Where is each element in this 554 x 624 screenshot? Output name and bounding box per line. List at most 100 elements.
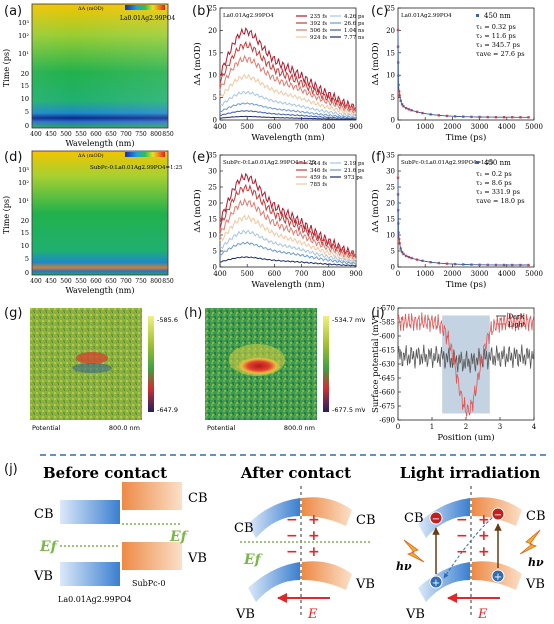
- panel-label-d: (d): [4, 150, 23, 165]
- y-tick-label: -600: [379, 333, 395, 341]
- svg-text:−: −: [456, 528, 468, 544]
- hole-left-icon: [429, 575, 443, 589]
- fit-line: [397, 29, 529, 118]
- legend-entry: 450 nm: [484, 12, 511, 20]
- x-axis-label: Wavelength (nm): [251, 279, 324, 290]
- x-tick-label: 400: [213, 270, 226, 278]
- heatmap-a-xtick: 750: [135, 131, 147, 138]
- fit-parameter: τ₃ = 331.9 ps: [476, 188, 520, 196]
- before-vb-label-right: VB: [187, 551, 207, 566]
- after-vb-subpc-band: [302, 561, 352, 590]
- x-tick-label: 4000: [498, 270, 516, 278]
- legend-entry: 244 fs: [310, 161, 327, 167]
- svg-text:+: +: [432, 578, 440, 589]
- diagram-title-before: Before contact: [43, 464, 167, 482]
- series-line-4.26ps: [219, 90, 357, 118]
- y-tick-label: 0: [391, 264, 395, 272]
- y-tick-label: -660: [379, 389, 395, 397]
- y-tick-label: 25: [386, 5, 395, 13]
- x-axis-label: Time (ps): [446, 132, 487, 143]
- panel-label-j: (j): [4, 462, 18, 477]
- x-tick-label: 1000: [416, 270, 434, 278]
- svg-text:−: −: [456, 512, 468, 528]
- x-tick-label: 0: [396, 123, 400, 131]
- heatmap-d-xtick: 500: [60, 278, 72, 285]
- y-tick-label: 15: [208, 216, 217, 224]
- y-axis-label: ΔA (mOD): [370, 42, 381, 85]
- heatmap-d-ylog-1: 10¹: [18, 197, 29, 205]
- y-tick-label: -570: [379, 305, 395, 313]
- heatmap-a: ΔA (mOD) La0.01Ag2.99PO4 10³ 10² 10¹ 20 …: [2, 3, 175, 148]
- y-tick-label: 10: [386, 72, 395, 80]
- after-vb-label: VB: [235, 607, 255, 622]
- y-tick-label: 20: [386, 27, 395, 35]
- heatmap-a-ytick-15: 15: [21, 82, 29, 90]
- legend-entry: 506 fs: [310, 28, 327, 34]
- lightning-right-icon: [519, 529, 541, 555]
- chart-title: SubPc-0:La0.01Ag2.99PO4=1:25: [223, 160, 316, 166]
- y-tick-label: 30: [386, 168, 395, 176]
- svg-text:−: −: [286, 512, 298, 528]
- x-tick-label: 3: [498, 423, 502, 431]
- y-tick-label: 5: [213, 248, 217, 256]
- fit-parameter: τ₁ = 0.2 ps: [476, 170, 512, 178]
- heatmap-d: ΔA (mOD) SubPc-0:La0.01Ag2.99PO4=1:25 10…: [2, 150, 183, 295]
- kpfm-g-scale-min: -647.9 mV: [157, 406, 180, 414]
- heatmap-d-xtick: 400: [30, 278, 42, 285]
- y-tick-label: 15: [386, 49, 395, 57]
- band-diagram-j: Before contact After contact Light irrad…: [33, 464, 546, 622]
- legend-entry: Light: [508, 321, 526, 329]
- series-line-26.6ps: [219, 102, 357, 119]
- x-tick-label: 0: [396, 423, 400, 431]
- legend-entry: 450 nm: [484, 159, 511, 167]
- y-tick-label: 25: [208, 5, 217, 13]
- light-vb-label-right: VB: [525, 577, 545, 592]
- heatmap-d-xtick: 550: [75, 278, 87, 285]
- before-cb-la-band: [60, 500, 120, 524]
- after-cb-label-right: CB: [356, 513, 376, 528]
- x-tick-label: 800: [322, 270, 335, 278]
- spectra-chart-e: 400 500 600 700 800 900 0 5 10 15 20 25 30 35 Waveleng…: [192, 152, 365, 291]
- heatmap-a-ylabel: Time (ps): [2, 49, 11, 87]
- fit-parameter: τ₁ = 0.32 ps: [476, 23, 516, 31]
- light-hv-left: hν: [396, 560, 412, 573]
- y-tick-label: 5: [391, 94, 395, 102]
- kpfm-g-caption-right: 800.0 nm: [109, 424, 140, 432]
- fit-parameter: τave = 27.6 ps: [476, 50, 525, 58]
- heatmap-d-xtick: 600: [90, 278, 102, 285]
- x-tick-label: 600: [268, 270, 281, 278]
- y-tick-label: 15: [208, 49, 217, 57]
- x-tick-label: 2000: [443, 270, 461, 278]
- light-vb-label: VB: [405, 607, 425, 622]
- x-tick-label: 2000: [443, 123, 461, 131]
- heatmap-d-xtick: 850: [162, 278, 174, 285]
- kpfm-image-h: -534.7 mV -677.5 mV Potential 800.0 nm: [205, 308, 365, 432]
- panel-label-c: (c): [371, 4, 389, 19]
- panel-label-e: (e): [192, 150, 211, 165]
- heatmap-a-ylog-2: 10²: [18, 32, 29, 40]
- svg-text:+: +: [478, 544, 490, 560]
- series-line-506fs: [219, 54, 357, 115]
- plot-frame: [219, 7, 357, 121]
- series-line-244fs: [219, 172, 357, 259]
- panel-label-a: (a): [4, 4, 23, 19]
- fit-parameter: τave = 18.0 ps: [476, 197, 525, 205]
- before-ef-label-right: Ef: [169, 529, 190, 545]
- heatmap-d-ytick-0: 0: [25, 269, 29, 277]
- fit-parameter: τ₂ = 11.6 ps: [476, 32, 516, 40]
- surface-potential-chart-i: 0 1 2 3 4 -570 -585 -600 -615 -630 -645 -660 -675 -69…: [370, 305, 537, 444]
- x-tick-label: 0: [396, 270, 400, 278]
- before-vb-la-band: [60, 562, 120, 586]
- legend-entry: Dark: [508, 313, 524, 321]
- heatmap-d-ytick-5: 5: [25, 255, 29, 263]
- heatmap-a-sample: La0.01Ag2.99PO4: [120, 15, 175, 22]
- y-axis-label: ΔA (mOD): [192, 189, 203, 232]
- kpfm-h-scale-max: -534.7 mV: [332, 316, 365, 324]
- after-e-label: E: [307, 607, 318, 622]
- heatmap-a-ytick-10: 10: [21, 95, 29, 103]
- kpfm-image-g: -585.6 mV -647.9 mV Potential 800.0 nm: [30, 308, 180, 432]
- x-tick-label: 600: [268, 123, 281, 131]
- legend-entry: 924 fs: [310, 35, 327, 41]
- after-vb-la-band: [248, 562, 300, 602]
- y-tick-label: 20: [386, 200, 395, 208]
